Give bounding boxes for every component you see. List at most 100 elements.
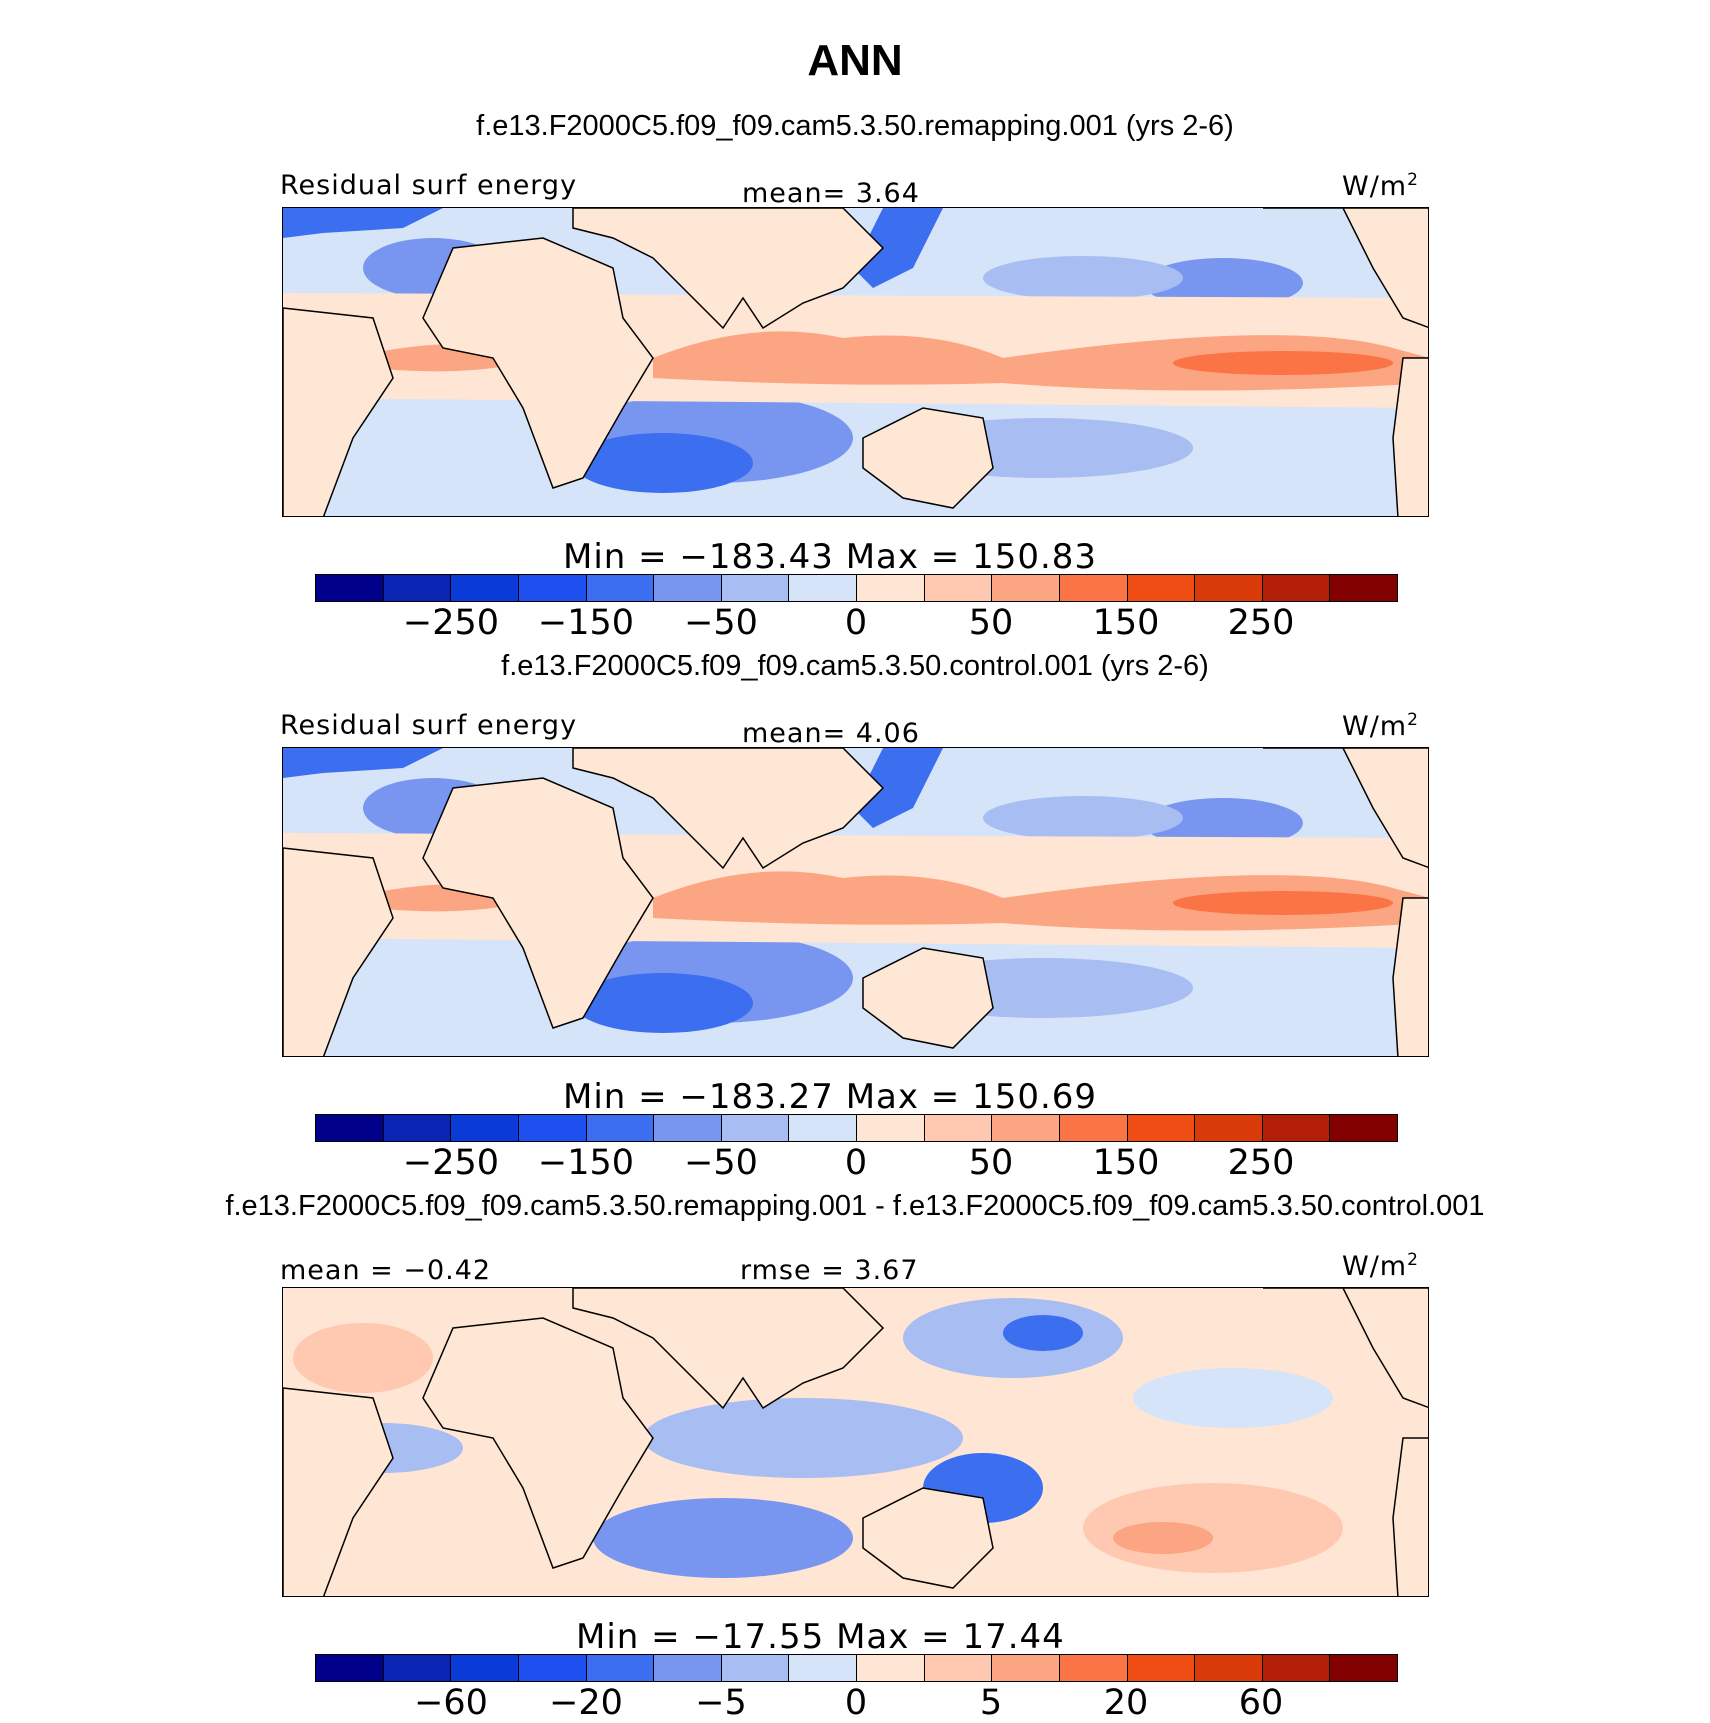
panel-1-land-africa <box>422 237 654 489</box>
panel-3-land-africa <box>422 1317 654 1569</box>
colorbar-bin <box>1195 1115 1263 1141</box>
panel-3-field-sp-pos <box>1083 1483 1343 1573</box>
panel-3-tick: 60 <box>1238 1683 1284 1723</box>
panel-2-field-kuroshio <box>853 748 943 828</box>
panel-3-land-south-america <box>1392 1437 1428 1596</box>
panel-3-units-text: W/m <box>1342 1251 1408 1282</box>
panel-3-field-np-core <box>1003 1315 1083 1351</box>
panel-2-field-eastpacific-high <box>1173 891 1393 915</box>
colorbar-bin <box>383 1115 452 1141</box>
panel-1-field-northatlantic-low <box>283 208 443 238</box>
colorbar-bin <box>518 1655 587 1681</box>
colorbar-bin <box>1059 1655 1128 1681</box>
figure-title: ANN <box>807 36 903 85</box>
panel-2-tick: 150 <box>1092 1143 1160 1183</box>
panel-1-land-south-america <box>1392 357 1428 516</box>
colorbar-bin <box>654 1655 722 1681</box>
panel-1-tick: −50 <box>684 603 758 643</box>
panel-1-mean-label: mean= 3.64 <box>742 178 920 209</box>
panel-2-tick: 0 <box>844 1143 868 1183</box>
colorbar-bin <box>451 1655 519 1681</box>
panel-1-tick: 250 <box>1227 603 1295 643</box>
panel-1-field-warm-pool <box>653 331 1428 391</box>
panel-1-units-text: W/m <box>1342 171 1408 202</box>
panel-2-tick: −250 <box>402 1143 500 1183</box>
panel-3-units: W/m2 <box>1342 1250 1419 1282</box>
colorbar-bin <box>316 1115 384 1141</box>
panel-3-land-north-america <box>1263 1288 1428 1409</box>
colorbar-bin <box>586 575 655 601</box>
panel-2-field-indian-ocean-core <box>573 973 753 1033</box>
panel-3-minmax: Min = −17.55 Max = 17.44 <box>576 1617 1065 1657</box>
colorbar-bin <box>924 1115 993 1141</box>
panel-1-tick: −250 <box>402 603 500 643</box>
panel-2-case-title: f.e13.F2000C5.f09_f09.cam5.3.50.control.… <box>501 650 1209 682</box>
panel-1-field-eastpacific-high <box>1173 351 1393 375</box>
panel-2-land-africa <box>422 777 654 1029</box>
panel-2-field-npacific-low <box>1143 798 1303 848</box>
colorbar-bin <box>721 575 790 601</box>
panel-2-land-north-america <box>1263 748 1428 869</box>
colorbar-bin <box>1262 1115 1331 1141</box>
colorbar-bin <box>857 575 925 601</box>
colorbar-bin <box>1127 1115 1196 1141</box>
colorbar-bin <box>992 575 1060 601</box>
panel-2-units: W/m2 <box>1342 710 1419 742</box>
colorbar-bin <box>721 1115 790 1141</box>
panel-3-field-ep-neg <box>1133 1368 1333 1428</box>
panel-3-land-australia <box>862 1487 994 1589</box>
panel-2-tick: −150 <box>537 1143 635 1183</box>
panel-3-land-eurasia <box>572 1288 885 1410</box>
panel-2-mean-label: mean= 4.06 <box>742 718 920 749</box>
panel-2-land-eurasia <box>572 748 885 870</box>
panel-1-tick: −150 <box>537 603 635 643</box>
panel-1-tick: 50 <box>968 603 1014 643</box>
panel-2-colorbar <box>315 1114 1398 1142</box>
colorbar-bin <box>383 1655 452 1681</box>
panel-1-field-kuroshio <box>853 208 943 288</box>
panel-1-field-npacific-low <box>1143 258 1303 308</box>
colorbar-bin <box>1262 1655 1331 1681</box>
colorbar-bin <box>518 575 587 601</box>
panel-3-land-west-coast <box>283 1387 394 1596</box>
colorbar-bin <box>1127 1655 1196 1681</box>
panel-3-tick: −60 <box>414 1683 488 1723</box>
panel-2-tick: 50 <box>968 1143 1014 1183</box>
panel-2-field-northatlantic-low <box>283 748 443 778</box>
colorbar-bin <box>1059 575 1128 601</box>
panel-2-field-warm-pool <box>653 871 1428 931</box>
colorbar-bin <box>924 575 993 601</box>
panel-2-units-sup: 2 <box>1407 710 1419 730</box>
colorbar-bin <box>383 575 452 601</box>
panel-1-case-title: f.e13.F2000C5.f09_f09.cam5.3.50.remappin… <box>476 110 1234 142</box>
panel-3-field-io-neg <box>593 1498 853 1578</box>
panel-3-rmse-label: rmse = 3.67 <box>740 1255 919 1286</box>
panel-2-units-text: W/m <box>1342 711 1408 742</box>
panel-1-land-west-coast <box>283 307 394 516</box>
panel-2-map <box>282 747 1429 1057</box>
panel-1-field-npacific-mid <box>983 256 1183 300</box>
panel-1-units: W/m2 <box>1342 170 1419 202</box>
colorbar-bin <box>451 575 519 601</box>
panel-1-colorbar <box>315 574 1398 602</box>
panel-3-tick: −5 <box>695 1683 747 1723</box>
panel-3-tick: 5 <box>979 1683 1003 1723</box>
colorbar-bin <box>857 1115 925 1141</box>
colorbar-bin <box>924 1655 993 1681</box>
colorbar-bin <box>1330 1655 1397 1681</box>
colorbar-bin <box>789 575 857 601</box>
panel-1-map <box>282 207 1429 517</box>
panel-1-tick: 150 <box>1092 603 1160 643</box>
panel-2-land-west-coast <box>283 847 394 1056</box>
colorbar-bin <box>789 1655 857 1681</box>
panel-3-units-sup: 2 <box>1407 1250 1419 1270</box>
panel-2-land-south-america <box>1392 897 1428 1056</box>
colorbar-bin <box>1330 575 1397 601</box>
panel-2-variable-label: Residual surf energy <box>280 710 578 741</box>
colorbar-bin <box>1262 575 1331 601</box>
panel-3-case-title: f.e13.F2000C5.f09_f09.cam5.3.50.remappin… <box>225 1190 1485 1222</box>
panel-3-field-wp-neg <box>643 1398 963 1478</box>
panel-3-tick: −20 <box>549 1683 623 1723</box>
colorbar-bin <box>992 1655 1060 1681</box>
colorbar-bin <box>654 575 722 601</box>
